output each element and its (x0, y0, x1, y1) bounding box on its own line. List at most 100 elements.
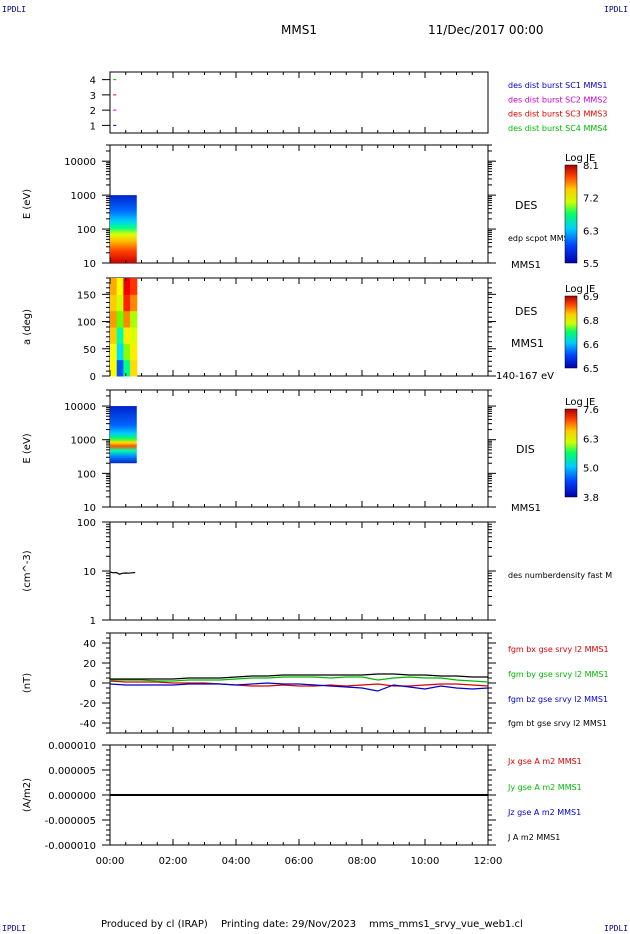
heatmap-cell (130, 310, 138, 328)
y-tick-label: 100 (77, 225, 96, 236)
x-tick-label: 00:00 (96, 856, 125, 867)
corner-label-tr: IPDLI (604, 5, 629, 14)
y-tick-label: 2 (90, 106, 96, 117)
colorbar-tick: 5.5 (583, 259, 599, 270)
y-tick-label: 0.000005 (48, 766, 96, 777)
y-tick-label: 50 (83, 345, 96, 356)
y-tick-label: 1 (90, 616, 96, 627)
panel-frame-density (109, 521, 489, 621)
y-tick-label: 0.000000 (48, 791, 96, 802)
x-tick-label: 02:00 (159, 856, 188, 867)
y-tick-label: 10000 (64, 402, 96, 413)
heatmap-cell (130, 327, 138, 344)
side-label: DES (515, 199, 537, 212)
legend-entry: fgm bt gse srvy l2 MMS1 (508, 719, 607, 728)
y-tick-label: 10000 (64, 157, 96, 168)
colorbar-tick: 7.2 (583, 194, 599, 205)
colorbar-tick: 6.3 (583, 434, 599, 445)
x-tick-label: 04:00 (222, 856, 251, 867)
y-tick-label: 1000 (71, 436, 96, 447)
y-tick-label: 1 (90, 121, 96, 132)
side-label: MMS1 (511, 260, 541, 271)
series-line (110, 673, 488, 680)
series-line (109, 680, 489, 687)
heatmap-cell (116, 294, 124, 312)
y-tick-label: 1000 (71, 191, 96, 202)
y-tick-label: 100 (77, 518, 96, 529)
corner-label-bl: IPDLI (2, 924, 27, 933)
side-label: MMS1 (511, 337, 544, 350)
colorbar-tick: 5.0 (583, 464, 599, 475)
panel-frame-availability (109, 71, 489, 134)
y-tick-label: 20 (83, 659, 96, 670)
footer-filename: mms_mms1_srvy_vue_web1.cl (369, 919, 523, 930)
colorbar-tick: 6.3 (583, 226, 599, 237)
y-axis-label: E (eV) (22, 433, 33, 463)
footer-printing-date: Printing date: 29/Nov/2023 (221, 919, 357, 930)
y-axis-label: (nT) (22, 673, 33, 693)
heatmap-cell (110, 359, 118, 377)
heatmap-cell (116, 343, 124, 361)
colorbar (564, 164, 578, 264)
heatmap-cell (123, 278, 131, 295)
mission-title: MMS1 (281, 23, 317, 37)
y-tick-label: -40 (80, 719, 96, 730)
y-tick-label: 100 (77, 469, 96, 480)
heatmap-cell (116, 278, 124, 295)
heatmap-cell (123, 343, 131, 361)
x-tick-label: 10:00 (411, 856, 440, 867)
y-axis-label: (cm^-3) (22, 550, 33, 591)
colorbar-tick: 8.1 (583, 161, 599, 172)
legend-entry: Jy gse A m2 MMS1 (507, 783, 582, 792)
y-tick-label: 100 (77, 318, 96, 329)
panel-frame-des-pitch (109, 277, 489, 377)
y-tick-label: 0 (90, 679, 96, 690)
heatmap-cell (110, 278, 118, 295)
y-tick-label: 40 (83, 639, 96, 650)
y-axis-label: a (deg) (22, 309, 33, 345)
y-tick-label: -20 (80, 699, 96, 710)
corner-label-br: IPDLI (604, 924, 629, 933)
heatmap-cell (130, 343, 138, 361)
y-tick-label: 150 (77, 290, 96, 301)
heatmap-cell (110, 327, 118, 344)
heatmap-cell (123, 294, 131, 312)
heatmap-cell (130, 278, 138, 295)
plot-date: 11/Dec/2017 00:00 (428, 23, 544, 37)
legend-entry: Jz gse A m2 MMS1 (507, 808, 581, 817)
heatmap-cell (130, 359, 138, 377)
heatmap-cell (116, 359, 124, 377)
legend-entry: des dist burst SC3 MMS3 (508, 110, 607, 119)
legend-entry: des dist burst SC4 MMS4 (508, 124, 607, 133)
corner-label-tl: IPDLI (2, 5, 27, 14)
colorbar-title: Log JE (565, 397, 595, 408)
side-label: 140-167 eV (496, 371, 554, 382)
series-line (109, 682, 489, 692)
heatmap-cell (123, 359, 131, 377)
series-line (110, 676, 489, 683)
panel-frame-des-energy (109, 144, 489, 264)
y-axis-label: (A/m2) (22, 778, 33, 812)
heatmap-cell (116, 327, 124, 344)
heatmap-cell (110, 310, 118, 328)
colorbar-title: Log JE (565, 153, 595, 164)
panel-frame-dis-energy (109, 389, 489, 508)
footer-produced-by: Produced by cl (IRAP) (101, 919, 208, 930)
side-label: DIS (516, 443, 535, 456)
colorbar (564, 295, 578, 369)
colorbar-tick: 6.8 (583, 316, 599, 327)
heatmap-cell (123, 327, 131, 344)
legend-entry: fgm bz gse srvy l2 MMS1 (508, 695, 608, 704)
series-line (109, 571, 136, 575)
colorbar-tick: 6.5 (583, 364, 599, 375)
y-tick-label: 3 (90, 91, 96, 102)
y-tick-label: 10 (83, 259, 96, 270)
heatmap-cell (110, 343, 118, 361)
legend-entry: des dist burst SC1 MMS1 (508, 81, 607, 90)
x-tick-label: 06:00 (285, 856, 314, 867)
x-tick-label: 12:00 (474, 856, 503, 867)
y-tick-label: -0.000005 (45, 816, 96, 827)
colorbar-tick: 7.6 (583, 405, 599, 416)
legend-entry: Jx gse A m2 MMS1 (507, 757, 582, 766)
y-tick-label: 4 (90, 76, 96, 87)
